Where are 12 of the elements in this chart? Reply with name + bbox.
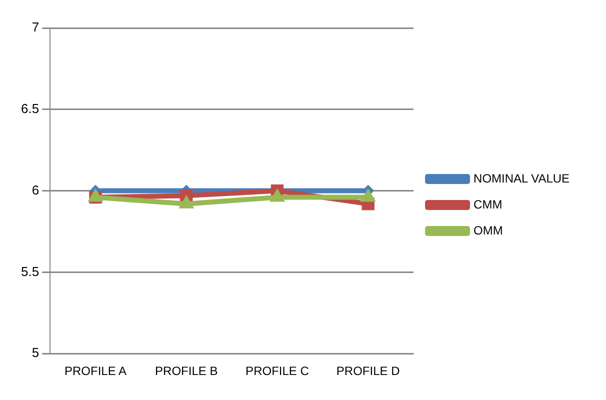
y-tick-label: 5.5 [20,264,40,279]
y-tick-label: 7 [32,20,40,35]
y-tick-label: 6.5 [20,100,40,116]
x-tick-label: PROFILE B [155,364,218,378]
legend-label: OMM [474,223,503,238]
x-tick-label: PROFILE A [64,364,127,378]
x-tick-label: PROFILE D [336,364,400,378]
legend-label: NOMINAL VALUE [474,171,570,186]
y-tick-label: 5 [32,345,40,360]
y-tick-label: 6 [32,182,40,198]
x-tick-label: PROFILE C [246,364,310,378]
legend-label: CMM [474,197,502,212]
